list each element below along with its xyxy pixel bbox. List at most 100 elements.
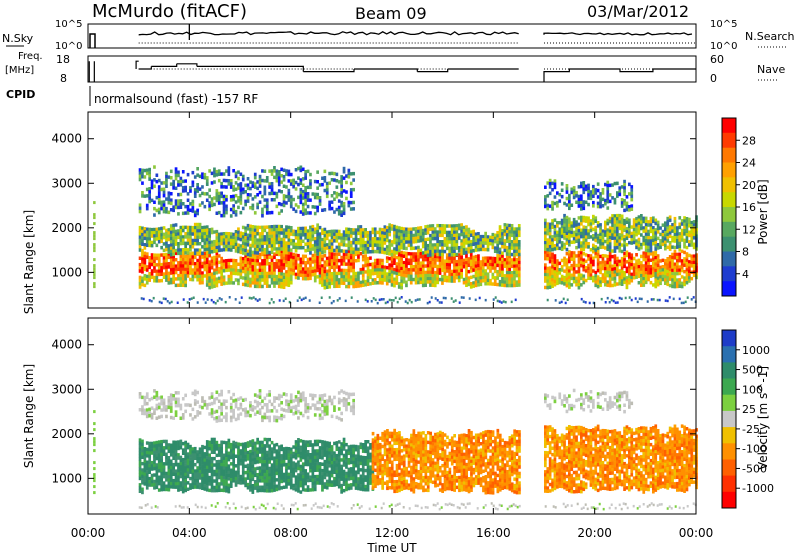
power-cell	[263, 247, 267, 252]
power-cell	[359, 267, 363, 272]
power-cell	[433, 258, 437, 262]
power-cell	[445, 246, 449, 251]
power-cell	[625, 217, 629, 221]
power-cell	[673, 278, 677, 282]
power-cell	[462, 281, 466, 285]
power-cell	[349, 247, 353, 251]
power-cell	[441, 268, 444, 273]
power-cell	[443, 265, 447, 270]
power-cell	[141, 242, 144, 246]
power-cell	[244, 190, 247, 194]
power-cell	[419, 226, 423, 230]
power-cell	[364, 279, 367, 284]
power-cell	[313, 278, 317, 283]
power-cell	[347, 268, 351, 273]
power-cell	[357, 225, 360, 229]
power-cell	[644, 264, 648, 269]
power-cell	[280, 202, 283, 207]
power-cell	[184, 261, 187, 265]
velocity-cell	[208, 466, 211, 470]
power-cell	[275, 231, 279, 235]
power-cell	[577, 201, 581, 205]
power-cell	[467, 227, 471, 232]
power-cell	[254, 297, 257, 301]
power-cell	[445, 230, 449, 235]
power-cell	[186, 258, 190, 262]
power-cell	[613, 279, 617, 284]
power-cell	[592, 275, 595, 280]
power-cell	[160, 245, 163, 250]
power-cell	[318, 258, 322, 262]
power-cell	[258, 298, 261, 301]
power-cell	[544, 234, 547, 239]
power-cell	[618, 189, 622, 193]
power-cell	[225, 235, 228, 239]
power-cell	[280, 259, 283, 263]
power-cell	[268, 271, 271, 276]
power-cell	[388, 263, 391, 267]
power-cell	[606, 296, 609, 300]
power-cell	[234, 193, 238, 198]
power-cell	[684, 300, 687, 304]
power-cell	[517, 257, 521, 262]
power-cell	[649, 252, 653, 256]
power-cell	[472, 229, 475, 234]
power-cell	[181, 261, 185, 265]
power-cell	[265, 204, 269, 209]
power-cell	[347, 168, 351, 173]
power-cell	[414, 261, 418, 266]
power-cell	[409, 243, 413, 247]
power-cell	[145, 265, 149, 269]
power-cell	[589, 257, 593, 261]
power-cell	[481, 247, 485, 252]
velocity-cell	[191, 456, 195, 461]
power-cell	[661, 239, 665, 243]
power-cell	[465, 231, 468, 236]
power-cell	[450, 272, 454, 277]
power-cell	[287, 241, 291, 246]
power-cell	[352, 256, 355, 260]
power-cell	[342, 281, 346, 285]
power-cell	[213, 170, 216, 175]
power-cell	[325, 272, 329, 277]
power-cell	[664, 271, 667, 276]
power-cell	[589, 273, 593, 277]
power-cell	[438, 227, 442, 231]
velocity-cell	[217, 450, 221, 454]
power-cell	[179, 202, 183, 206]
power-cell	[441, 233, 444, 238]
power-cell	[203, 261, 207, 265]
power-cell	[263, 281, 267, 285]
power-cell	[142, 297, 145, 301]
velocity-cell	[155, 450, 159, 454]
power-cell	[688, 272, 691, 277]
power-cell	[584, 241, 588, 246]
power-cell	[186, 255, 190, 259]
power-cell	[172, 274, 175, 278]
velocity-cell	[141, 471, 144, 475]
power-cell	[489, 238, 492, 243]
power-cell	[400, 242, 403, 247]
power-cell	[424, 254, 427, 259]
power-cell	[196, 232, 199, 236]
power-cell	[546, 194, 550, 198]
power-cell	[469, 285, 473, 289]
power-cell	[345, 256, 348, 260]
power-cell	[429, 267, 432, 271]
velocity-cell	[215, 472, 219, 477]
velocity-cell	[189, 451, 192, 455]
power-cell	[280, 281, 283, 286]
power-cell	[138, 262, 142, 267]
power-cell	[682, 301, 685, 305]
power-cell	[258, 268, 262, 273]
power-cell	[285, 263, 288, 268]
power-cell	[241, 232, 245, 236]
power-cell	[287, 254, 291, 259]
power-cell	[352, 171, 355, 176]
power-cell	[215, 211, 219, 215]
power-cell	[282, 237, 286, 242]
power-cell	[227, 232, 231, 236]
power-cell	[193, 271, 197, 276]
power-cell	[685, 277, 689, 282]
power-cell	[486, 282, 490, 286]
